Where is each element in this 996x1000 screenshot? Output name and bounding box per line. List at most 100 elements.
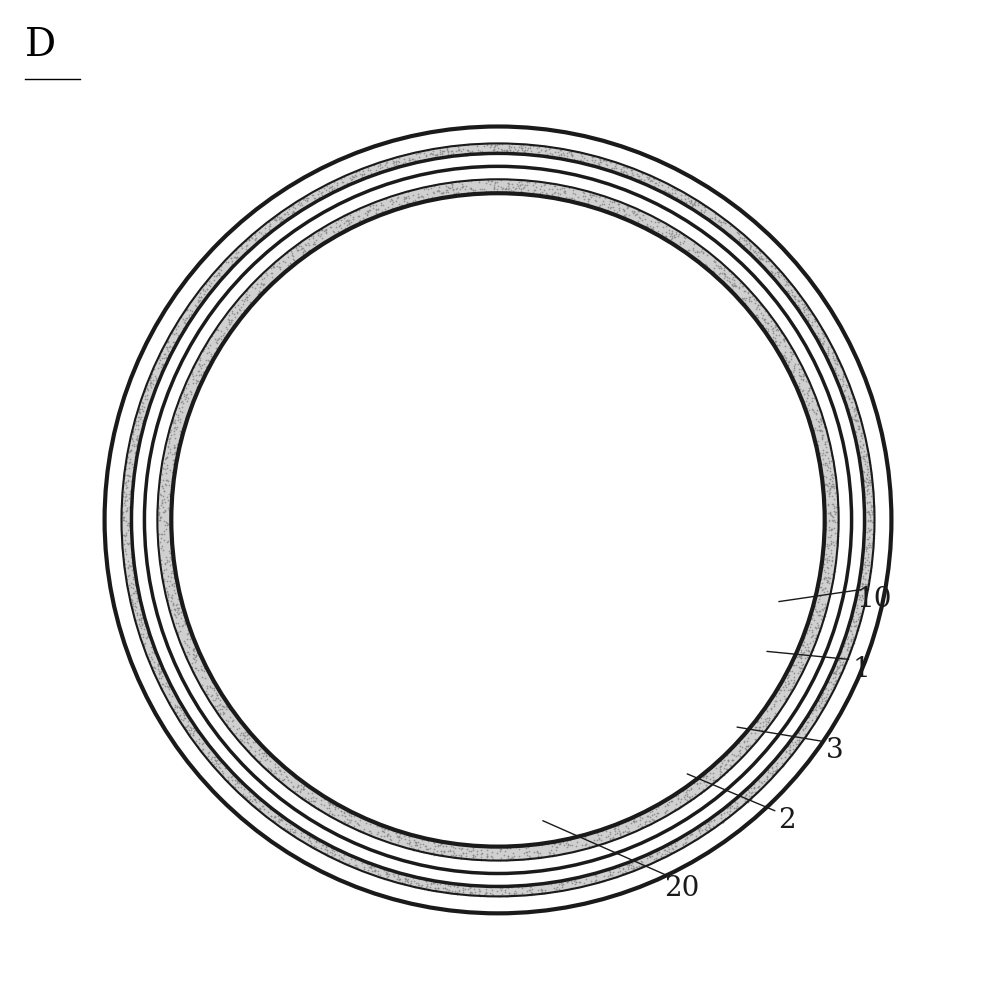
Point: [282, 821, 298, 837]
Point: [158, 534, 174, 550]
Point: [534, 837, 550, 853]
Point: [828, 504, 844, 520]
Point: [284, 827, 300, 843]
Point: [344, 804, 360, 820]
Point: [218, 254, 234, 270]
Point: [276, 771, 292, 787]
Point: [367, 157, 382, 173]
Point: [170, 618, 186, 634]
Point: [439, 881, 455, 897]
Point: [789, 285, 805, 301]
Point: [216, 268, 232, 284]
Point: [827, 360, 843, 376]
Point: [792, 375, 808, 391]
Point: [410, 145, 426, 161]
Point: [390, 196, 406, 212]
Point: [783, 340, 799, 356]
Point: [303, 835, 319, 851]
Point: [803, 611, 819, 627]
Point: [157, 561, 173, 577]
Point: [858, 433, 873, 449]
Point: [730, 225, 746, 241]
Point: [812, 445, 828, 461]
Point: [853, 438, 869, 454]
Point: [859, 495, 874, 511]
Point: [796, 628, 812, 644]
Point: [815, 336, 831, 352]
Point: [791, 292, 807, 308]
Point: [273, 812, 289, 828]
Point: [299, 192, 315, 208]
Point: [221, 260, 237, 276]
Point: [449, 886, 465, 902]
Point: [294, 781, 310, 797]
Point: [641, 848, 657, 864]
Point: [277, 206, 293, 222]
Point: [367, 863, 382, 879]
Point: [323, 794, 339, 810]
Point: [714, 814, 730, 830]
Point: [401, 840, 417, 856]
Point: [768, 318, 784, 334]
Point: [682, 793, 698, 809]
Point: [478, 884, 494, 900]
Point: [228, 317, 244, 333]
Point: [517, 145, 533, 161]
Point: [809, 615, 825, 631]
Point: [533, 142, 549, 158]
Point: [703, 821, 719, 837]
Point: [374, 206, 390, 222]
Point: [851, 404, 867, 420]
Point: [339, 816, 355, 832]
Point: [711, 212, 727, 228]
Point: [657, 184, 673, 200]
Text: 2: 2: [778, 807, 796, 834]
Point: [150, 360, 166, 376]
Point: [128, 605, 144, 621]
Point: [679, 794, 695, 810]
Point: [505, 179, 521, 195]
Point: [462, 180, 478, 196]
Point: [324, 793, 340, 809]
Point: [835, 373, 851, 389]
Point: [241, 794, 257, 810]
Point: [166, 585, 182, 601]
Point: [814, 325, 830, 341]
Point: [251, 736, 267, 752]
Point: [461, 843, 477, 859]
Point: [192, 285, 208, 301]
Point: [622, 168, 638, 184]
Point: [235, 727, 251, 743]
Point: [798, 718, 814, 734]
Point: [760, 253, 776, 269]
Point: [798, 642, 814, 658]
Point: [693, 785, 709, 801]
Point: [577, 195, 593, 211]
Point: [235, 247, 251, 263]
Point: [206, 680, 222, 696]
Point: [547, 176, 563, 192]
Point: [261, 218, 277, 234]
Point: [401, 836, 417, 852]
Point: [190, 294, 206, 310]
Point: [176, 386, 192, 402]
Point: [529, 186, 545, 202]
Point: [165, 556, 181, 572]
Point: [815, 410, 831, 426]
Point: [164, 597, 180, 613]
Point: [754, 317, 770, 333]
Point: [355, 823, 371, 839]
Point: [759, 710, 775, 726]
Point: [193, 677, 209, 693]
Point: [239, 731, 255, 747]
Point: [395, 875, 411, 891]
Point: [484, 849, 500, 865]
Point: [157, 450, 173, 466]
Point: [511, 180, 527, 196]
Point: [235, 307, 251, 323]
Point: [564, 190, 580, 206]
Point: [751, 713, 767, 729]
Point: [486, 180, 502, 196]
Point: [429, 146, 445, 162]
Point: [274, 812, 290, 828]
